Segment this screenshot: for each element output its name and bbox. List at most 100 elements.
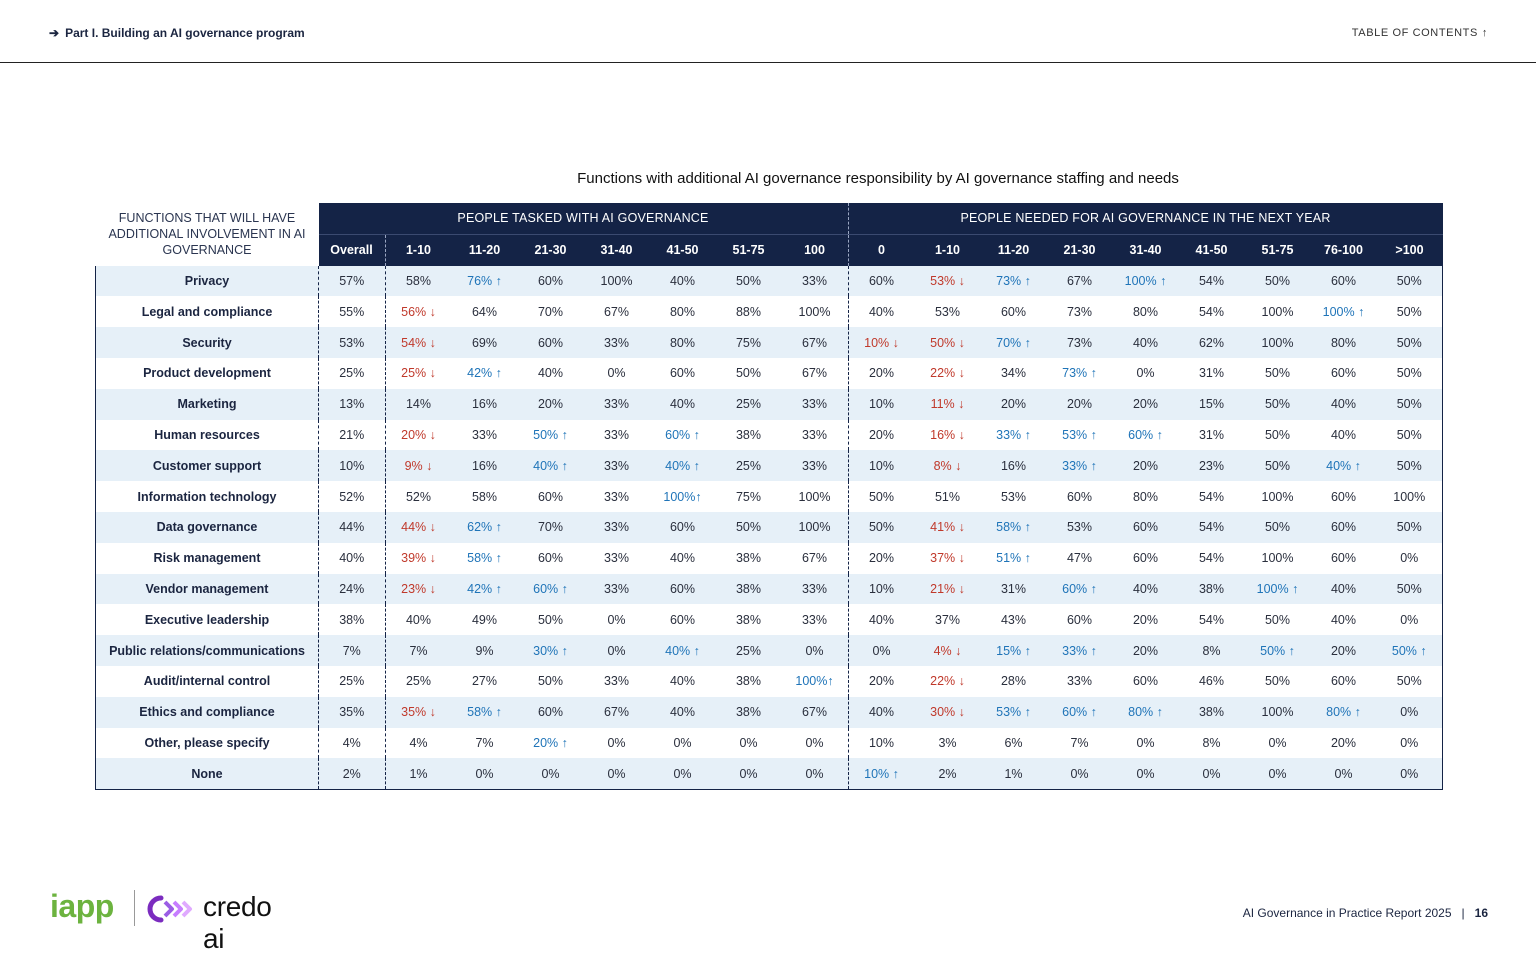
table-cell: 100%↑ xyxy=(781,665,849,697)
table-cell: 38% xyxy=(715,696,782,728)
table-cell: 100% xyxy=(1376,481,1443,512)
table-cell: 38% xyxy=(715,419,782,451)
table-cell: 60% xyxy=(1310,481,1377,512)
table-cell: 60% xyxy=(649,573,716,605)
table-cell: 31% xyxy=(980,573,1047,605)
table-cell: 2% xyxy=(914,758,981,791)
table-cell: 42% ↑ xyxy=(451,573,518,605)
table-cell: 20% xyxy=(1310,727,1377,759)
table-cell: 0% xyxy=(1376,758,1443,791)
table-cell: 54% xyxy=(1178,265,1245,297)
table-cell: 20% ↑ xyxy=(517,727,584,759)
table-cell: 0% xyxy=(583,727,650,759)
table-cell: 0% xyxy=(583,758,650,791)
table-cell: 4% ↓ xyxy=(914,635,981,666)
table-cell: 40% xyxy=(649,665,716,697)
table-cell: 8% ↓ xyxy=(914,450,981,482)
table-row: Legal and compliance 55% 56% ↓ 64% 70% 67% 80%… xyxy=(95,296,1443,328)
table-cell: 53% ↑ xyxy=(980,696,1047,728)
table-cell: 25% xyxy=(385,665,452,697)
table-cell: 53% xyxy=(980,481,1047,512)
table-cell: 34% xyxy=(980,357,1047,389)
table-cell: 53% xyxy=(1046,511,1113,543)
corner-header: FUNCTIONS THAT WILL HAVE ADDITIONAL INVO… xyxy=(95,203,319,266)
table-cell: 10% xyxy=(848,388,915,420)
table-cell: 22% ↓ xyxy=(914,357,981,389)
table-cell: 100% ↑ xyxy=(1310,296,1377,328)
table-cell: 40% ↑ xyxy=(649,635,716,666)
table-cell: 38% xyxy=(318,604,386,636)
table-cell: 16% xyxy=(980,450,1047,482)
table-cell: 33% xyxy=(451,419,518,451)
table-cell: 100% xyxy=(1244,327,1311,358)
table-cell: 8% xyxy=(1178,727,1245,759)
table-cell: 54% xyxy=(1178,604,1245,636)
table-cell: 53% ↓ xyxy=(914,265,981,297)
table-cell: 58% ↑ xyxy=(451,542,518,574)
table-cell: 46% xyxy=(1178,665,1245,697)
group-header-tasked: PEOPLE TASKED WITH AI GOVERNANCE xyxy=(318,203,849,235)
table-cell: 40% xyxy=(649,265,716,297)
table-cell: 33% xyxy=(1046,665,1113,697)
table-cell: 73% xyxy=(1046,296,1113,328)
table-cell: 55% xyxy=(318,296,386,328)
table-cell: 50% xyxy=(517,604,584,636)
table-row: Customer support 10% 9% ↓ 16% 40% ↑ 33% 40% ↑ 2… xyxy=(95,450,1443,482)
table-cell: 50% xyxy=(1376,573,1443,605)
table-cell: 53% ↑ xyxy=(1046,419,1113,451)
table-cell: 60% ↑ xyxy=(1112,419,1179,451)
table-cell: 50% xyxy=(1244,665,1311,697)
column-header: 51-75 xyxy=(1244,233,1311,266)
arrow-right-icon: ➔ xyxy=(49,26,60,40)
table-cell: 10% xyxy=(848,727,915,759)
table-cell: 10% xyxy=(318,450,386,482)
table-cell: 40% xyxy=(318,542,386,574)
table-cell: 20% xyxy=(848,542,915,574)
table-cell: 33% xyxy=(781,450,849,482)
table-row: Audit/internal control 25% 25% 27% 50% 33% 40%… xyxy=(95,665,1443,697)
table-cell: 57% xyxy=(318,265,386,297)
table-cell: 38% xyxy=(1178,696,1245,728)
credo-logo-text: credo ai xyxy=(203,891,272,954)
table-cell: 60% xyxy=(517,265,584,297)
table-cell: 33% xyxy=(781,265,849,297)
table-cell: 60% xyxy=(649,511,716,543)
table-cell: 10% ↓ xyxy=(848,327,915,358)
table-cell: 0% xyxy=(1376,604,1443,636)
table-cell: 38% xyxy=(1178,573,1245,605)
breadcrumb[interactable]: ➔ Part I. Building an AI governance progr… xyxy=(49,26,305,40)
table-cell: 40% xyxy=(649,696,716,728)
table-cell: 67% xyxy=(583,696,650,728)
table-cell: 64% xyxy=(451,296,518,328)
table-cell: 100% xyxy=(583,265,650,297)
row-label: Executive leadership xyxy=(95,604,319,636)
table-cell: 60% xyxy=(517,327,584,358)
column-header: 31-40 xyxy=(583,233,650,266)
table-cell: 60% xyxy=(1112,665,1179,697)
table-cell: 50% xyxy=(1244,388,1311,420)
column-header: Overall xyxy=(318,233,386,266)
data-table: FUNCTIONS THAT WILL HAVE ADDITIONAL INVO… xyxy=(95,203,1443,791)
table-cell: 33% xyxy=(781,573,849,605)
table-of-contents-link[interactable]: TABLE OF CONTENTS ↑ xyxy=(1352,27,1488,39)
table-cell: 33% xyxy=(781,419,849,451)
table-cell: 33% xyxy=(583,573,650,605)
table-cell: 67% xyxy=(781,696,849,728)
table-cell: 40% xyxy=(1310,419,1377,451)
table-cell: 40% xyxy=(848,296,915,328)
table-cell: 42% ↑ xyxy=(451,357,518,389)
table-title: Functions with additional AI governance … xyxy=(577,170,1179,187)
column-header: 1-10 xyxy=(385,233,452,266)
table-cell: 50% xyxy=(715,511,782,543)
table-cell: 40% xyxy=(649,388,716,420)
table-cell: 8% xyxy=(1178,635,1245,666)
table-cell: 52% xyxy=(318,481,386,512)
table-cell: 21% ↓ xyxy=(914,573,981,605)
table-cell: 7% xyxy=(1046,727,1113,759)
column-header: 51-75 xyxy=(715,233,782,266)
group-header-needed: PEOPLE NEEDED FOR AI GOVERNANCE IN THE N… xyxy=(848,203,1443,235)
table-cell: 0% xyxy=(583,635,650,666)
row-label: Ethics and compliance xyxy=(95,696,319,728)
table-cell: 60% xyxy=(1310,665,1377,697)
table-cell: 50% ↑ xyxy=(1376,635,1443,666)
